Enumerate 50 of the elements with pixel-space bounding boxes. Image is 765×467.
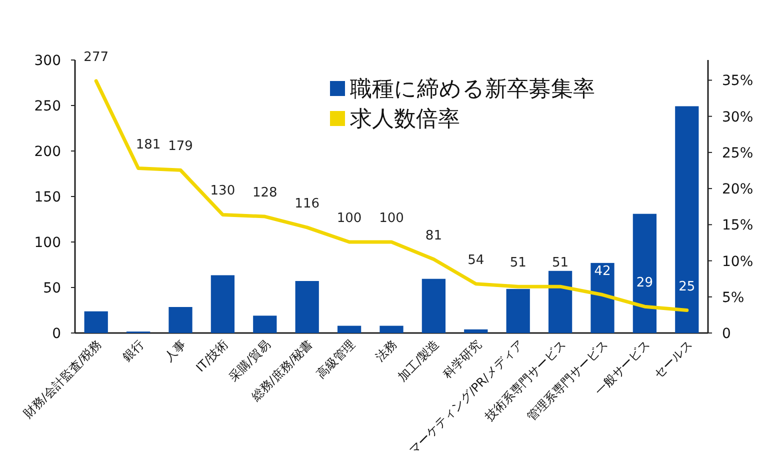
y2-tick-label: 0 — [722, 326, 731, 342]
bar — [675, 106, 699, 333]
bar — [295, 281, 319, 333]
y2-tick-label: 10% — [722, 254, 754, 270]
bar — [84, 311, 108, 333]
y-tick-label: 50 — [43, 280, 61, 296]
data-label: 42 — [594, 264, 611, 279]
data-label: 100 — [336, 211, 362, 226]
bar — [380, 326, 404, 333]
bar — [506, 288, 530, 333]
bar — [168, 307, 192, 333]
data-label: 54 — [468, 252, 484, 268]
data-label: 116 — [294, 196, 320, 212]
data-label: 51 — [552, 256, 569, 271]
x-tick-label: 高級管理 — [314, 337, 358, 382]
data-label: 29 — [636, 276, 653, 291]
data-label: 277 — [84, 50, 109, 65]
x-tick-label: 法務 — [372, 337, 400, 364]
x-tick-label: 銀行 — [120, 337, 146, 364]
bar — [210, 275, 235, 333]
x-tick-label: 人事 — [162, 337, 189, 364]
data-label: 100 — [379, 211, 404, 226]
data-label: 130 — [210, 184, 236, 199]
y-tick-label: 100 — [34, 235, 61, 251]
data-label: 181 — [136, 137, 161, 152]
bar — [422, 278, 446, 333]
bar — [590, 262, 614, 333]
y-tick-label: 300 — [34, 53, 61, 69]
data-label: 179 — [168, 139, 193, 154]
bar — [632, 214, 657, 333]
y2-tick-label: 5% — [722, 290, 744, 306]
y2-tick-label: 25% — [722, 145, 754, 162]
y2-tick-label: 30% — [722, 109, 754, 126]
y2-tick-label: 15% — [722, 218, 754, 234]
bar — [548, 270, 572, 333]
data-label: 51 — [510, 256, 526, 271]
y2-tick-label: 20% — [722, 182, 754, 198]
legend-label: 職種に締める新卒募集率 — [350, 77, 595, 102]
x-tick-label: セールス — [651, 337, 696, 382]
y-tick-label: 250 — [34, 98, 61, 114]
bar — [464, 329, 488, 333]
bar — [253, 316, 277, 333]
y-tick-label: 150 — [34, 190, 61, 206]
data-label: 128 — [252, 186, 278, 201]
y-tick-label: 200 — [34, 144, 61, 160]
legend-label: 求人数倍率 — [350, 107, 460, 132]
bar — [337, 326, 362, 333]
data-label: 81 — [425, 228, 442, 244]
data-label: 25 — [678, 279, 696, 294]
y2-tick-label: 35% — [722, 73, 754, 90]
